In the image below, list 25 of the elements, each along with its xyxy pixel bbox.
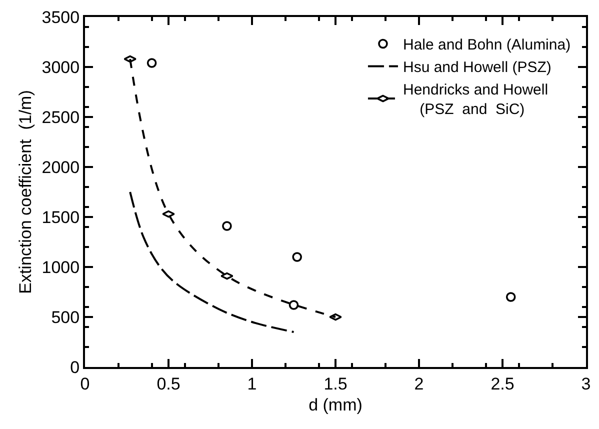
y-tick-label: 500 xyxy=(51,308,80,327)
x-tick-label: 1.5 xyxy=(324,374,348,394)
point xyxy=(288,300,299,310)
x-tick-label: 0.5 xyxy=(156,374,180,394)
y-tick-label: 1500 xyxy=(42,208,80,227)
legend-label: Hendricks and Howell (PSZ and SiC) xyxy=(402,82,548,118)
x-tick-label: 1 xyxy=(247,374,257,394)
line-series xyxy=(129,191,295,333)
legend-label: Hsu and Howell (PSZ) xyxy=(402,59,552,76)
legend-label: Hale and Bohn (Alumina) xyxy=(402,36,571,54)
point xyxy=(222,221,232,231)
point xyxy=(146,58,157,68)
point xyxy=(506,292,516,302)
x-axis-title: d (mm) xyxy=(308,395,362,414)
y-tick-label: 3500 xyxy=(42,8,80,27)
y-tick-label: 2500 xyxy=(42,108,80,127)
x-tick-label: 2.5 xyxy=(490,374,514,394)
y-tick-label: 3000 xyxy=(42,58,80,77)
x-tick-label: 2 xyxy=(414,374,424,394)
y-tick-label: 0 xyxy=(70,358,80,377)
y-tick-label: 1000 xyxy=(42,258,80,277)
y-axis-title: Extinction coefficient (1/m) xyxy=(16,90,35,294)
x-tick-label: 3 xyxy=(581,374,591,394)
y-tick-label: 2000 xyxy=(42,158,80,177)
point xyxy=(292,252,302,262)
